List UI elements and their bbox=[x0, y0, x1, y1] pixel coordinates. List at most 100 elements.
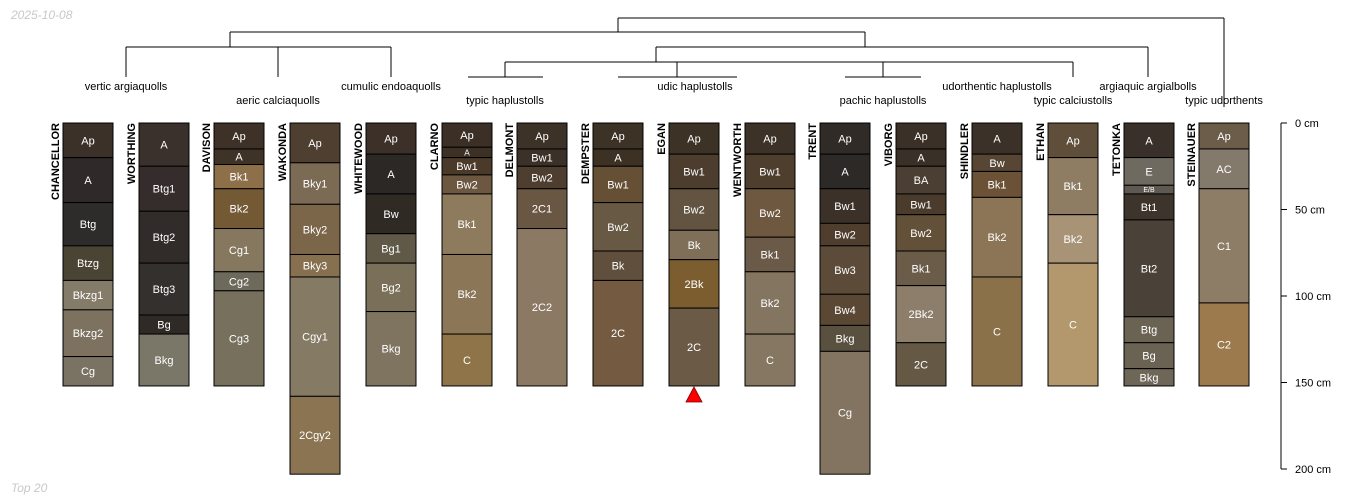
horizon-label-wentworth-1: Bw1 bbox=[759, 166, 780, 178]
profile-steinauer: Ap AC C1 C2 STEINAUER bbox=[1186, 122, 1250, 387]
horizon-label-chancellor-6: Cg bbox=[81, 366, 95, 378]
profile-ethan: Ap Bk1 Bk2 C ETHAN bbox=[1035, 122, 1099, 387]
horizon-label-chancellor-3: Btzg bbox=[77, 258, 99, 270]
taxon-label-8: argiaquic argialbolls bbox=[1099, 81, 1197, 93]
horizon-ethan-3 bbox=[1047, 262, 1099, 387]
horizon-label-trent-3: Bw2 bbox=[834, 230, 855, 242]
highlight-triangle-icon bbox=[685, 386, 703, 403]
profile-name-dempster: DEMPSTER bbox=[580, 123, 592, 184]
horizon-label-delmont-3: 2C1 bbox=[532, 204, 552, 216]
taxon-label-6: udorthentic haplustolls bbox=[942, 81, 1052, 93]
profile-name-delmont: DELMONT bbox=[504, 123, 516, 178]
horizon-trent-7 bbox=[819, 350, 871, 475]
horizon-clarno-6 bbox=[441, 333, 493, 387]
horizon-tetonka-6 bbox=[1123, 342, 1175, 370]
horizon-ethan-1 bbox=[1047, 157, 1099, 216]
horizon-viborg-6 bbox=[895, 285, 947, 344]
horizon-label-wakonda-0: Ap bbox=[308, 138, 321, 150]
horizon-label-delmont-4: 2C2 bbox=[532, 302, 552, 314]
horizon-wentworth-4 bbox=[744, 271, 796, 335]
horizon-label-viborg-2: BA bbox=[914, 175, 929, 187]
horizon-label-clarno-3: Bw2 bbox=[456, 179, 477, 191]
taxa-labels: vertic argiaquolls aeric calciaquolls cumu… bbox=[85, 81, 1264, 107]
horizon-whitewood-2 bbox=[365, 193, 417, 235]
depth-tick-label-200: 200 cm bbox=[1295, 464, 1331, 476]
horizon-label-ethan-3: C bbox=[1069, 320, 1077, 332]
profile-whitewood: Ap A Bw Bg1 Bg2 Bkg WHITEWOOD bbox=[353, 122, 417, 387]
horizon-egan-4 bbox=[668, 259, 720, 309]
horizon-delmont-4 bbox=[516, 228, 568, 387]
horizon-label-clarno-2: Bw1 bbox=[456, 161, 477, 173]
horizon-label-trent-7: Cg bbox=[838, 408, 852, 420]
horizon-shindler-0 bbox=[971, 122, 1023, 155]
profile-worthing: A Btg1 Btg2 Btg3 Bg Bkg WORTHING bbox=[126, 122, 190, 387]
taxon-label-7: typic calciustolls bbox=[1034, 95, 1113, 107]
horizon-label-wakonda-5: 2Cgy2 bbox=[299, 430, 331, 442]
horizon-label-wentworth-3: Bk1 bbox=[761, 249, 780, 261]
horizon-trent-6 bbox=[819, 324, 871, 352]
taxon-label-0: vertic argiaquolls bbox=[85, 81, 168, 93]
horizon-label-davison-3: Bk2 bbox=[230, 204, 249, 216]
horizon-egan-2 bbox=[668, 188, 720, 231]
profile-tetonka: A E E/B Bt1 Bt2 Btg Bg Bkg TETONKA bbox=[1111, 122, 1175, 387]
horizon-viborg-5 bbox=[895, 250, 947, 287]
horizon-wentworth-2 bbox=[744, 188, 796, 238]
horizon-chancellor-1 bbox=[62, 157, 114, 204]
horizon-label-wentworth-4: Bk2 bbox=[761, 298, 780, 310]
horizon-label-whitewood-2: Bw bbox=[383, 209, 398, 221]
horizon-trent-2 bbox=[819, 188, 871, 224]
horizon-label-steinauer-3: C2 bbox=[1217, 339, 1231, 351]
profile-egan: Ap Bw1 Bw2 Bk 2Bk 2C EGAN bbox=[656, 122, 720, 387]
horizon-tetonka-7 bbox=[1123, 368, 1175, 387]
horizon-label-tetonka-5: Btg bbox=[1141, 325, 1158, 337]
dendrogram bbox=[125, 17, 1225, 107]
horizon-wakonda-4 bbox=[289, 276, 341, 397]
horizon-label-tetonka-4: Bt2 bbox=[1141, 263, 1158, 275]
horizon-clarno-4 bbox=[441, 193, 493, 255]
horizon-wentworth-1 bbox=[744, 153, 796, 190]
horizon-label-davison-6: Cg3 bbox=[229, 333, 249, 345]
horizon-label-tetonka-6: Bg bbox=[1142, 351, 1155, 363]
horizon-label-chancellor-1: A bbox=[84, 175, 92, 187]
horizon-worthing-3 bbox=[138, 262, 190, 316]
horizon-label-viborg-7: 2C bbox=[914, 359, 928, 371]
horizon-label-dempster-1: A bbox=[614, 153, 622, 165]
horizon-viborg-7 bbox=[895, 342, 947, 387]
taxon-label-9: typic udorthents bbox=[1185, 95, 1263, 107]
horizon-wentworth-3 bbox=[744, 236, 796, 273]
horizon-label-wakonda-2: Bky2 bbox=[303, 224, 327, 236]
horizon-label-viborg-3: Bw1 bbox=[910, 199, 931, 211]
horizon-label-whitewood-4: Bg2 bbox=[381, 282, 401, 294]
horizon-label-viborg-4: Bw2 bbox=[910, 228, 931, 240]
horizon-label-tetonka-3: Bt1 bbox=[1141, 202, 1158, 214]
horizon-dempster-5 bbox=[592, 279, 644, 387]
horizon-whitewood-1 bbox=[365, 153, 417, 195]
horizon-label-viborg-1: A bbox=[917, 153, 925, 165]
horizon-davison-6 bbox=[213, 290, 265, 387]
profile-chancellor: Ap A Btg Btzg Bkzg1 Bkzg2 Cg CHANCELLOR bbox=[50, 122, 114, 387]
horizon-label-dempster-0: Ap bbox=[611, 131, 624, 143]
horizon-label-clarno-6: C bbox=[463, 355, 471, 367]
horizon-label-worthing-4: Bg bbox=[157, 320, 170, 332]
horizon-label-trent-0: Ap bbox=[838, 134, 851, 146]
horizon-davison-0 bbox=[213, 122, 265, 150]
horizon-label-shindler-4: C bbox=[993, 326, 1001, 338]
horizon-label-tetonka-2: E/B bbox=[1143, 187, 1155, 194]
horizon-label-delmont-2: Bw2 bbox=[531, 172, 552, 184]
horizon-label-ethan-1: Bk1 bbox=[1064, 181, 1083, 193]
horizon-label-worthing-1: Btg1 bbox=[153, 184, 176, 196]
horizon-chancellor-6 bbox=[62, 356, 114, 387]
horizon-dempster-4 bbox=[592, 250, 644, 281]
horizon-label-steinauer-1: AC bbox=[1216, 164, 1231, 176]
horizon-label-egan-2: Bw2 bbox=[683, 204, 704, 216]
profile-name-wentworth: WENTWORTH bbox=[732, 123, 744, 197]
horizon-label-trent-6: Bkg bbox=[836, 333, 855, 345]
taxon-label-4: udic haplustolls bbox=[657, 81, 733, 93]
profile-clarno: Ap A Bw1 Bw2 Bk1 Bk2 C CLARNO bbox=[429, 122, 493, 387]
taxon-label-5: pachic haplustolls bbox=[840, 95, 927, 107]
horizon-steinauer-1 bbox=[1198, 148, 1250, 190]
profile-name-shindler: SHINDLER bbox=[959, 123, 971, 179]
horizon-steinauer-0 bbox=[1198, 122, 1250, 150]
horizon-viborg-0 bbox=[895, 122, 947, 150]
horizon-label-davison-4: Cg1 bbox=[229, 245, 249, 257]
